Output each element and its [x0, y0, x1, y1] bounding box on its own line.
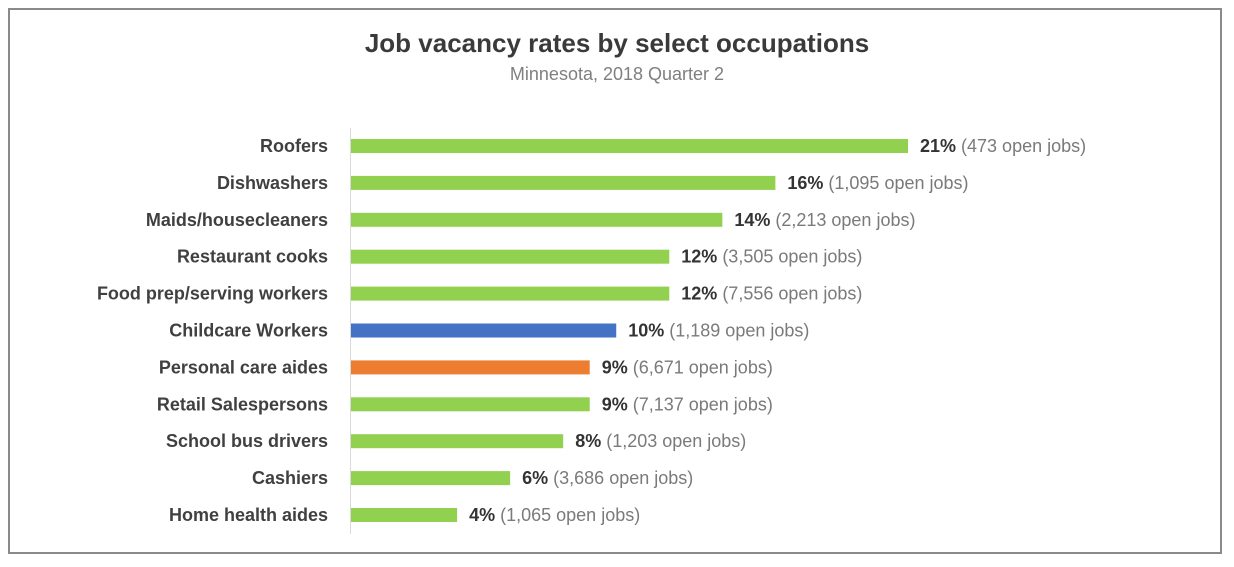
- bar: [351, 323, 617, 338]
- category-labels: Roofers Dishwashers Maids/housecleaners Res…: [97, 136, 328, 525]
- data-label: 4% (1,065 open jobs): [469, 505, 640, 525]
- data-label-open-jobs: (7,137 open jobs): [628, 394, 773, 414]
- data-label: 9% (7,137 open jobs): [602, 394, 773, 414]
- bar: [351, 212, 723, 227]
- bar: [351, 139, 908, 153]
- data-label-open-jobs: (473 open jobs): [956, 136, 1086, 156]
- data-label-percent: 12%: [681, 284, 717, 304]
- data-label: 8% (1,203 open jobs): [575, 431, 746, 451]
- category-label: School bus drivers: [166, 431, 328, 451]
- data-label-percent: 16%: [787, 173, 823, 193]
- data-label-percent: 21%: [920, 136, 956, 156]
- data-label: 12% (3,505 open jobs): [681, 247, 862, 267]
- category-label: Restaurant cooks: [177, 247, 328, 267]
- data-label-percent: 9%: [602, 394, 628, 414]
- value-labels: 21% (473 open jobs) 16% (1,095 open jobs)…: [469, 136, 1086, 525]
- bar: [351, 249, 670, 264]
- data-label-percent: 6%: [522, 468, 548, 488]
- data-label-open-jobs: (3,686 open jobs): [548, 468, 693, 488]
- data-label-percent: 10%: [628, 321, 664, 341]
- data-label-open-jobs: (1,203 open jobs): [601, 431, 746, 451]
- category-label: Personal care aides: [159, 357, 328, 377]
- data-label: 14% (2,213 open jobs): [734, 210, 915, 230]
- category-label: Food prep/serving workers: [97, 284, 328, 304]
- data-label: 6% (3,686 open jobs): [522, 468, 693, 488]
- data-label: 12% (7,556 open jobs): [681, 284, 862, 304]
- data-label-percent: 12%: [681, 247, 717, 267]
- bar: [351, 175, 776, 190]
- bar: [351, 471, 511, 486]
- bar: [351, 397, 590, 412]
- data-label-percent: 14%: [734, 210, 770, 230]
- data-label-open-jobs: (2,213 open jobs): [770, 210, 915, 230]
- data-label: 10% (1,189 open jobs): [628, 321, 809, 341]
- chart-title: Job vacancy rates by select occupations: [364, 28, 870, 58]
- category-label: Cashiers: [252, 468, 328, 488]
- chart-subtitle: Minnesota, 2018 Quarter 2: [509, 64, 725, 84]
- category-label: Dishwashers: [217, 173, 328, 193]
- bar: [351, 360, 590, 375]
- bar: [351, 434, 564, 449]
- category-label: Retail Salespersons: [157, 394, 328, 414]
- bar: [351, 286, 670, 301]
- category-label: Childcare Workers: [169, 321, 328, 341]
- chart-frame: [8, 8, 1222, 554]
- data-label-percent: 9%: [602, 357, 628, 377]
- category-label: Home health aides: [169, 505, 328, 525]
- data-label-open-jobs: (1,189 open jobs): [664, 321, 809, 341]
- category-label: Roofers: [260, 136, 328, 156]
- data-label-percent: 4%: [469, 505, 495, 525]
- data-label: 16% (1,095 open jobs): [787, 173, 968, 193]
- data-label-open-jobs: (1,065 open jobs): [495, 505, 640, 525]
- data-label-open-jobs: (1,095 open jobs): [823, 173, 968, 193]
- category-label: Maids/housecleaners: [146, 210, 328, 230]
- data-label-open-jobs: (6,671 open jobs): [628, 357, 773, 377]
- data-label-percent: 8%: [575, 431, 601, 451]
- data-label-open-jobs: (3,505 open jobs): [717, 247, 862, 267]
- data-label-open-jobs: (7,556 open jobs): [717, 284, 862, 304]
- bar: [351, 508, 458, 522]
- data-label: 9% (6,671 open jobs): [602, 357, 773, 377]
- data-label: 21% (473 open jobs): [920, 136, 1086, 156]
- bars: [351, 139, 908, 522]
